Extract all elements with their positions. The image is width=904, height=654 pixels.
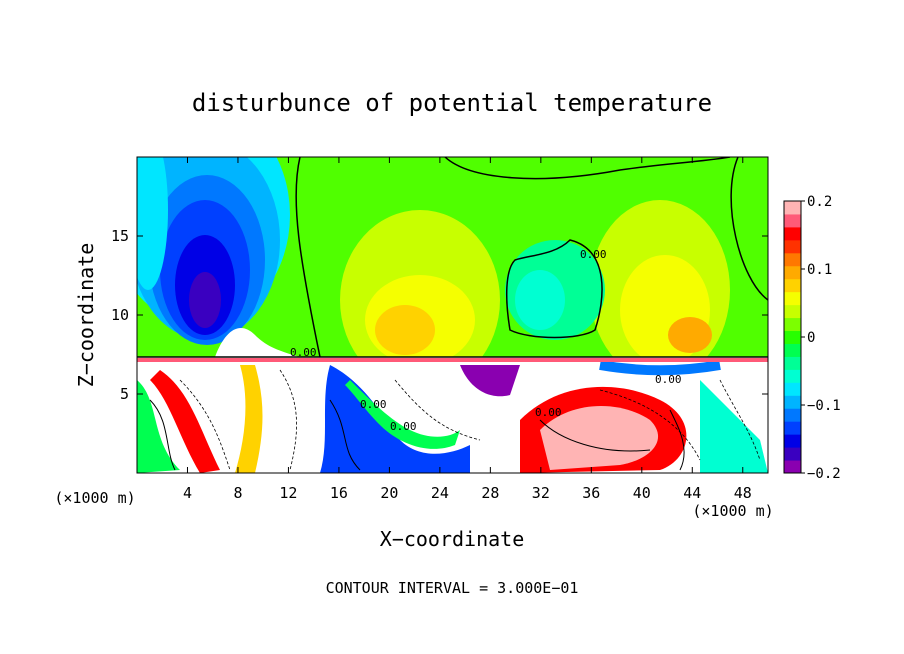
cold-anomaly-core — [189, 272, 221, 328]
contour-label: 0.00 — [655, 373, 682, 386]
colorbar-swatch — [784, 369, 801, 383]
contour-label: 0.00 — [535, 406, 562, 419]
contour-label: 0.00 — [390, 420, 417, 433]
colorbar-swatch — [784, 330, 801, 344]
contour-interval-footer: CONTOUR INTERVAL = 3.000E−01 — [326, 579, 579, 597]
y-tick-label: 5 — [120, 385, 129, 403]
colorbar — [783, 200, 802, 474]
x-tick-label: 36 — [582, 484, 600, 502]
upper-field — [137, 157, 768, 357]
colorbar-swatch — [784, 304, 801, 319]
colorbar-swatch — [784, 317, 801, 332]
zero-contour-1 — [295, 157, 321, 357]
white-patch — [215, 328, 300, 357]
lower-patch-5 — [345, 380, 460, 449]
colorbar-swatch — [784, 447, 801, 461]
x-axis: 4 8 12 16 20 24 28 32 36 40 44 48 — [183, 157, 752, 502]
x-tick-label: 20 — [380, 484, 398, 502]
colorbar-swatch — [784, 265, 801, 280]
x-tick-label: 4 — [183, 484, 192, 502]
x-unit-right: (×1000 m) — [692, 502, 773, 520]
x-tick-label: 48 — [734, 484, 752, 502]
colorbar-swatch — [784, 434, 801, 448]
contour-label: 0.00 — [580, 248, 607, 261]
lower-band-1 — [599, 360, 721, 376]
lower-patch-9 — [700, 380, 768, 473]
y-axis: 5 10 15 — [111, 227, 768, 403]
colorbar-swatch — [784, 382, 801, 396]
colorbar-tick-label: 0.2 — [807, 194, 832, 210]
x-tick-label: 8 — [233, 484, 242, 502]
colorbar-swatch — [784, 201, 801, 215]
colorbar-tick-label: 0.1 — [807, 262, 832, 278]
zero-contour-4 — [730, 157, 768, 301]
contour-labels: 0.000.000.000.000.000.00 — [290, 248, 682, 433]
warm-anomaly-b-core — [668, 317, 712, 353]
x-tick-label: 16 — [330, 484, 348, 502]
colorbar-tick-label: 0 — [807, 330, 815, 346]
lower-patch-8 — [540, 406, 659, 470]
colorbar-tick-label: −0.1 — [807, 398, 841, 414]
y-axis-label: Z−coordinate — [74, 243, 98, 388]
colorbar-swatch — [784, 291, 801, 306]
colorbar-swatch — [784, 395, 801, 409]
colorbar-tick-label: −0.2 — [807, 466, 841, 482]
zero-contour-3 — [505, 239, 603, 339]
lower-patch-2 — [150, 370, 220, 473]
lower-patch-6 — [460, 365, 520, 397]
colorbar-swatch — [784, 239, 801, 254]
colorbar-swatch — [784, 408, 801, 422]
x-tick-label: 24 — [431, 484, 449, 502]
contour-label: 0.00 — [360, 398, 387, 411]
colorbar-swatch — [784, 356, 801, 370]
colorbar-swatch — [784, 278, 801, 293]
warm-anomaly-a-core — [375, 305, 435, 355]
x-tick-label: 28 — [481, 484, 499, 502]
colorbar-swatch — [784, 343, 801, 357]
x-unit-left: (×1000 m) — [54, 489, 135, 507]
y-tick-label: 10 — [111, 306, 129, 324]
x-axis-label: X−coordinate — [380, 527, 525, 551]
x-tick-label: 32 — [532, 484, 550, 502]
lower-field — [137, 357, 768, 473]
colorbar-swatch — [784, 213, 801, 228]
lower-patch-3 — [235, 365, 263, 473]
lower-patch-1 — [137, 380, 180, 473]
colorbar-swatch — [784, 421, 801, 435]
solid-contours — [149, 399, 685, 471]
x-tick-label: 12 — [279, 484, 297, 502]
chart-title: disturbunce of potential temperature — [192, 89, 712, 117]
colorbar-swatch — [784, 252, 801, 267]
colorbar-swatch — [784, 460, 801, 474]
colorbar-ticks: 0.2 0.1 0 −0.1 −0.2 — [801, 194, 841, 482]
x-tick-label: 44 — [683, 484, 701, 502]
x-tick-label: 40 — [633, 484, 651, 502]
y-tick-label: 15 — [111, 227, 129, 245]
neutral-pocket-core — [515, 270, 565, 330]
cold-anomaly-left — [137, 157, 168, 290]
contour-label: 0.00 — [290, 346, 317, 359]
zero-contour-2 — [444, 157, 731, 180]
dashed-contours — [179, 369, 761, 471]
colorbar-swatch — [784, 226, 801, 241]
